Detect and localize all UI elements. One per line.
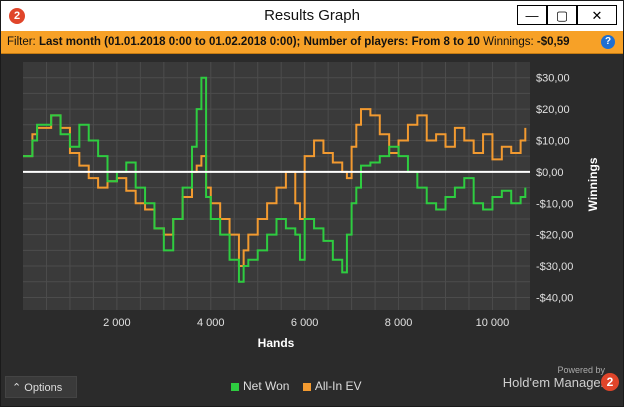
filter-text: Filter: Last month (01.01.2018 0:00 to 0… <box>7 31 569 53</box>
y-tick-label: $0,00 <box>536 167 564 179</box>
filter-description: Last month (01.01.2018 0:00 to 01.02.201… <box>38 36 480 48</box>
options-button[interactable]: ⌃ Options <box>5 376 77 398</box>
y-tick-label: -$30,00 <box>536 261 573 273</box>
y-tick-label: $30,00 <box>536 73 570 85</box>
y-tick-label: -$10,00 <box>536 198 573 210</box>
legend-swatch-net-won <box>231 382 239 391</box>
y-tick-label: $20,00 <box>536 104 570 116</box>
x-axis-title: Hands <box>258 336 295 350</box>
x-tick-label: 8 000 <box>385 317 413 329</box>
y-tick-label: -$20,00 <box>536 230 573 242</box>
window-title: Results Graph <box>264 7 360 24</box>
options-label: Options <box>24 382 63 394</box>
close-button[interactable]: ✕ <box>577 5 617 25</box>
brand-block: Powered by Hold'em Manager <box>503 365 605 390</box>
powered-by-text: Powered by <box>557 365 605 375</box>
filter-label: Filter: <box>7 36 36 48</box>
brand-logo-icon: 2 <box>601 373 619 391</box>
x-tick-label: 4 000 <box>197 317 225 329</box>
axis-layer: 2 000 4 000 6 000 8 000 10 000 $30,00 $20,00 $1… <box>103 73 600 350</box>
x-tick-label: 10 000 <box>476 317 510 329</box>
results-chart: 2 000 4 000 6 000 8 000 10 000 $30,00 $20,00 $1… <box>1 54 623 354</box>
title-bar[interactable]: 2 Results Graph — ▢ ✕ <box>1 1 623 31</box>
winnings-value: -$0,59 <box>536 36 570 48</box>
y-tick-label: -$40,00 <box>536 292 573 304</box>
legend: Net Won All-In EV <box>231 379 362 393</box>
minimize-button[interactable]: — <box>517 5 547 25</box>
chevron-up-icon: ⌃ <box>12 382 22 394</box>
x-tick-label: 2 000 <box>103 317 131 329</box>
legend-swatch-all-in-ev <box>302 382 311 391</box>
legend-label-all-in-ev: All-In EV <box>314 379 362 393</box>
help-icon[interactable]: ? <box>601 35 615 49</box>
filter-bar[interactable]: Filter: Last month (01.01.2018 0:00 to 0… <box>1 31 623 54</box>
x-tick-label: 6 000 <box>291 317 319 329</box>
maximize-button[interactable]: ▢ <box>547 5 577 25</box>
winnings-label: Winnings: <box>483 36 534 48</box>
series-layer <box>23 76 530 283</box>
y-tick-label: $10,00 <box>536 135 570 147</box>
app-logo-icon: 2 <box>9 8 25 24</box>
y-axis-title: Winnings <box>586 157 600 211</box>
legend-label-net-won: Net Won <box>243 379 290 393</box>
brand-name: Hold'em Manager <box>502 375 605 390</box>
